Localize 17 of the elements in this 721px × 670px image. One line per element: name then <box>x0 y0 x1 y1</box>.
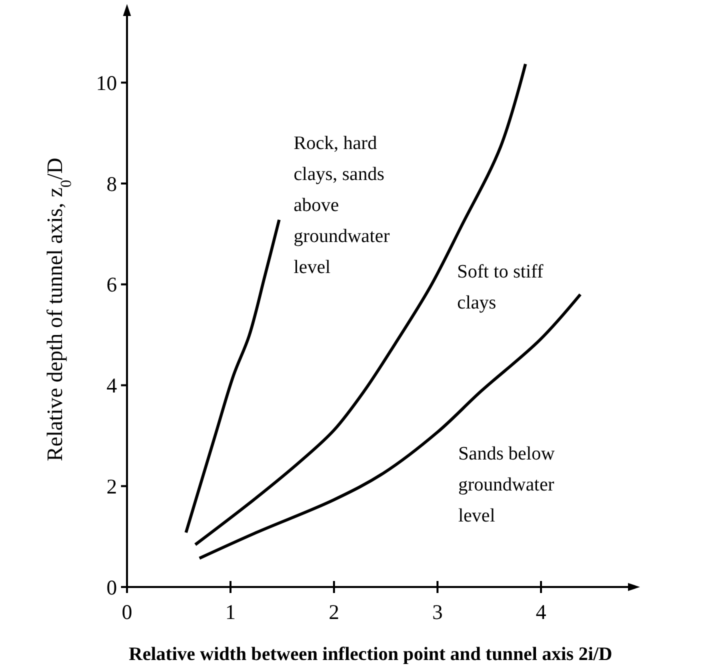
x-tick-label: 4 <box>536 600 547 624</box>
series-label: Soft to stiff clays <box>457 262 544 314</box>
x-tick-label: 3 <box>432 600 443 624</box>
line-series <box>198 292 582 560</box>
y-tick-label: 2 <box>106 474 117 498</box>
series-label: Sands below groundwater level <box>458 443 556 526</box>
series-label: Rock, hard clays, sands above groundwater level <box>294 133 390 278</box>
y-tick-label: 4 <box>106 374 118 398</box>
x-tick-label: 0 <box>122 600 132 624</box>
y-tick-label: 6 <box>106 272 117 297</box>
line-series <box>184 218 281 534</box>
y-tick-label: 10 <box>96 70 117 95</box>
x-tick-label: 2 <box>328 600 340 624</box>
y-tick-label: 0 <box>106 575 117 600</box>
x-tick-label: 1 <box>225 600 236 624</box>
x-axis-title: Relative width between inflection point and tunnel axis 2i/D <box>128 644 612 665</box>
y-tick-label: 8 <box>106 172 117 196</box>
